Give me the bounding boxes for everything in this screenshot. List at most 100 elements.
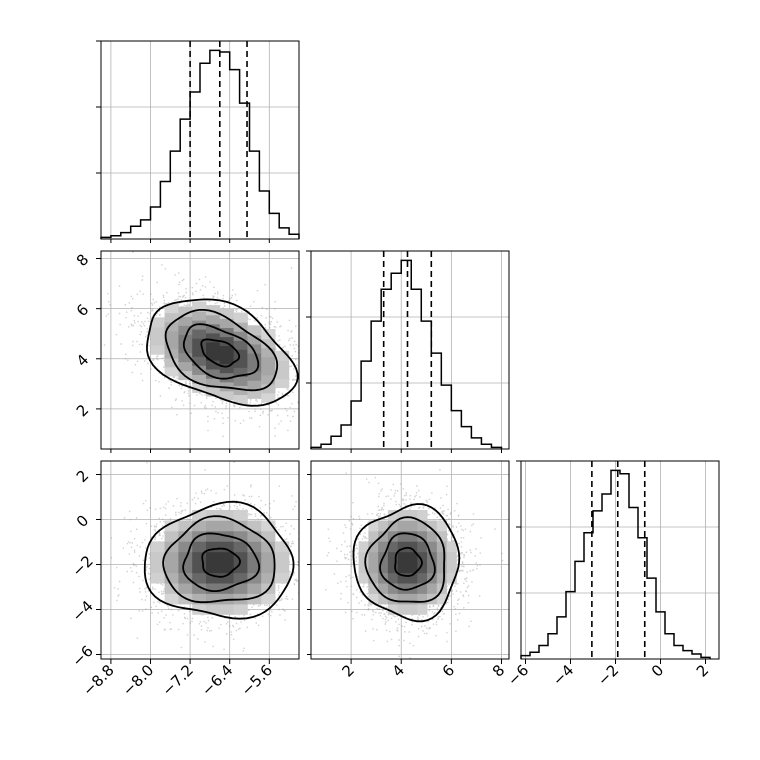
density-cell [261, 541, 276, 553]
contour-level [146, 298, 299, 407]
density-cell [446, 562, 457, 574]
density-cell [397, 551, 408, 563]
density-cell [397, 562, 408, 574]
density-cell [164, 321, 179, 332]
density-cell [368, 530, 379, 542]
density-cell [247, 388, 262, 399]
density-cell [387, 593, 399, 605]
density-cell [219, 335, 234, 347]
density-cell [407, 510, 418, 521]
density-cell [192, 551, 207, 563]
density-cell [206, 359, 221, 370]
density-cell [387, 551, 399, 563]
density-cell [233, 562, 248, 574]
density-cell [164, 530, 179, 542]
density-cell [275, 377, 290, 389]
density-cell [417, 541, 428, 553]
density-cell [261, 374, 276, 385]
density-cell [247, 352, 262, 363]
contour-level [379, 532, 436, 591]
density-cell [233, 339, 248, 350]
x-tick-label: −6.4 [198, 661, 236, 699]
contour-level [164, 309, 279, 392]
density-cell [206, 332, 221, 343]
density-cell [178, 541, 193, 553]
density-cell [192, 520, 207, 532]
density-cell [275, 551, 290, 563]
x-tick-label: 2 [338, 661, 357, 680]
contour-level [200, 338, 241, 368]
density-cell [387, 583, 399, 594]
density-cell [427, 541, 438, 553]
density-cell [178, 360, 193, 372]
density-cell [164, 357, 179, 368]
density-cell [233, 551, 248, 563]
density-cell [358, 562, 369, 574]
density-cell [427, 583, 438, 594]
density-cell [233, 541, 248, 553]
density-cell [219, 381, 234, 392]
density-cell [192, 510, 207, 521]
panel-frame [100, 40, 300, 240]
density-cell [178, 351, 193, 363]
density-cell [178, 562, 193, 574]
contour-level [162, 515, 276, 604]
density-cell [164, 541, 179, 553]
density-cell [192, 328, 207, 339]
density-cell [219, 562, 234, 574]
scatter-points [103, 251, 299, 437]
y-tick-label: −4 [68, 597, 96, 625]
density-cell [178, 315, 193, 326]
density-cell [206, 583, 221, 594]
density-cell [261, 347, 276, 358]
density-cell [247, 562, 262, 574]
density-cell [233, 330, 248, 341]
density-cell [233, 366, 248, 377]
density-cell [417, 572, 428, 584]
density-cell [436, 562, 447, 574]
density-cell [219, 354, 234, 365]
contour-level [364, 516, 446, 603]
density-cell [178, 530, 193, 542]
density-cell [275, 359, 290, 370]
density-cell [206, 377, 221, 388]
density-cell [192, 593, 207, 605]
density-cell [192, 604, 207, 615]
histogram-step [100, 49, 300, 239]
density-cell [275, 350, 290, 361]
density-cell [233, 357, 248, 368]
density-cell [192, 301, 207, 312]
density-cell [192, 373, 207, 384]
density-cell [192, 337, 207, 348]
density-cell [192, 572, 207, 584]
density-cell [233, 604, 248, 615]
density-cell [261, 338, 276, 349]
density-cell [247, 343, 262, 354]
density-cell [178, 342, 193, 354]
density-cell [261, 551, 276, 563]
density-cell [192, 364, 207, 375]
density-cell [275, 541, 290, 553]
density-cell [397, 520, 408, 532]
density-cell [192, 355, 207, 366]
x-tick-label: −7.2 [158, 661, 196, 699]
density-cell [150, 541, 166, 553]
density-cell [427, 530, 438, 542]
density-cell [164, 572, 179, 584]
density-cell [247, 370, 262, 381]
y-tick-label: 2 [73, 466, 92, 485]
density-cell [178, 520, 193, 532]
density-cell [407, 530, 418, 542]
density-cell [233, 375, 248, 386]
density-cell [247, 572, 262, 584]
density-cell [206, 541, 221, 553]
density-cell [407, 541, 418, 553]
x-tick-label: −2 [594, 661, 622, 689]
density-panel-1-2 [310, 460, 510, 660]
density-cell [206, 323, 221, 334]
density-cell [387, 510, 399, 521]
density-cell [387, 604, 399, 615]
histogram-panel-0 [96, 40, 300, 240]
density-cell [247, 551, 262, 563]
